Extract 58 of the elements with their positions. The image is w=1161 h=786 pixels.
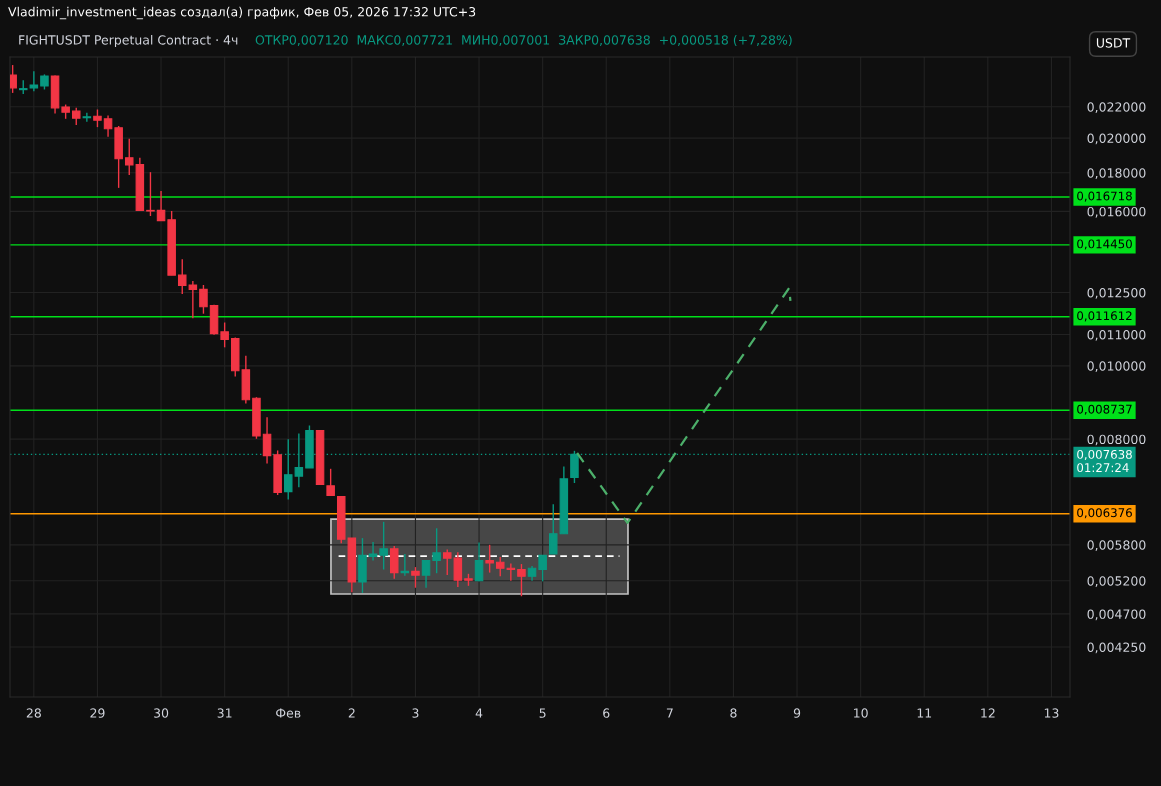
- candlestick: [220, 321, 229, 349]
- y-tick-label: 0,004250: [1087, 642, 1146, 654]
- candlestick: [432, 527, 441, 574]
- candlestick: [82, 112, 92, 123]
- candlestick: [326, 468, 335, 497]
- y-tick-label: 0,016000: [1087, 206, 1146, 218]
- x-tick-label: 2: [348, 708, 355, 718]
- candlestick: [146, 171, 155, 217]
- y-tick-label: 0,022000: [1087, 102, 1146, 113]
- x-tick-label: 31: [217, 708, 232, 718]
- x-tick-label: 8: [730, 708, 737, 718]
- candlestick: [103, 114, 113, 138]
- x-tick-label: 5: [539, 708, 546, 718]
- ref-line-label: 0,006376: [1077, 508, 1132, 519]
- x-tick-label: 28: [26, 708, 41, 718]
- x-tick-label: 3: [412, 708, 419, 718]
- candlestick: [379, 521, 388, 571]
- y-tick-label: 0,005200: [1087, 576, 1146, 587]
- ref-line-label: 0,014450: [1077, 239, 1132, 250]
- x-tick-label: 6: [603, 708, 610, 718]
- y-tick-label: 0,008000: [1087, 434, 1146, 446]
- candlestick: [517, 563, 526, 597]
- y-tick-label: 0,004700: [1087, 609, 1146, 621]
- candlestick: [411, 566, 420, 589]
- candlestick: [262, 416, 272, 465]
- y-tick-label: 0,005800: [1087, 540, 1146, 552]
- x-tick-label: 12: [981, 708, 995, 718]
- ref-line-label: 0,016718: [1077, 191, 1132, 202]
- x-tick-label: 11: [917, 708, 932, 718]
- candlestick: [421, 559, 431, 589]
- y-tick-label: 0,010000: [1087, 361, 1146, 373]
- candlestick: [538, 554, 547, 583]
- candlestick: [474, 541, 484, 583]
- ref-line-label: 0,008737: [1077, 404, 1132, 415]
- y-tick-label: 0,020000: [1087, 133, 1146, 145]
- candlestick: [156, 190, 166, 222]
- candlestick: [368, 541, 378, 562]
- y-tick-label: 0,018000: [1087, 168, 1146, 179]
- x-tick-label: 30: [154, 708, 169, 718]
- x-tick-label: 9: [793, 708, 801, 718]
- x-tick-label: Фев: [276, 708, 301, 718]
- ref-line-label: 0,007638 01:27:24: [1077, 449, 1132, 473]
- candlestick: [199, 284, 208, 315]
- x-tick-label: 13: [1044, 708, 1059, 718]
- candlestick: [389, 545, 399, 580]
- candlestick: [485, 544, 494, 574]
- text: ОТКР0,007120 МАКС0,007721 МИН0,007001 ЗАКР0,007638 +0,000518 (+7,28%): [255, 34, 792, 47]
- chart-subtitle: FIGHTUSDT Perpetual Contract · 4ч: [19, 34, 238, 48]
- candlestick: [400, 553, 410, 577]
- x-tick-label: 29: [90, 708, 105, 718]
- x-tick-label: 10: [854, 708, 868, 718]
- y-tick-label: 0,011000: [1087, 330, 1146, 341]
- chart-title: Vladimir_investment_ideas создал(а) график, Фев 05, 2026 17:32 UTC+3: [8, 6, 476, 20]
- ref-line-label: 0,011612: [1077, 311, 1132, 322]
- text: USDT: [1096, 38, 1131, 48]
- x-tick-label: 4: [475, 708, 483, 718]
- x-tick-label: 7: [666, 708, 673, 718]
- y-tick-label: 0,012500: [1087, 288, 1146, 299]
